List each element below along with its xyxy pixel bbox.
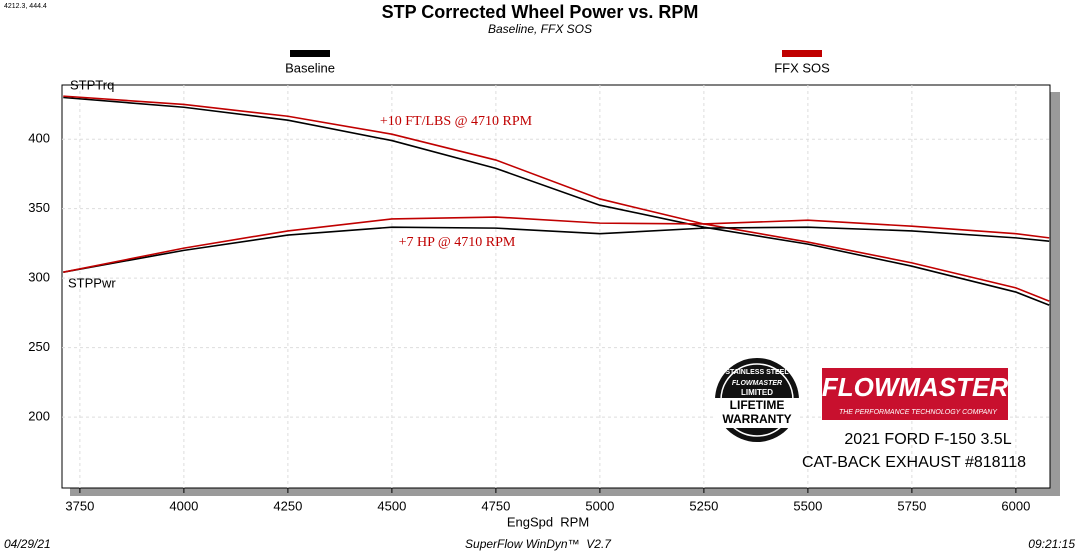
annotation: +10 FT/LBS @ 4710 RPM — [380, 114, 533, 129]
footer-software: SuperFlow WinDyn™ V2.7 — [465, 537, 612, 551]
x-tick-label: 4250 — [273, 498, 302, 513]
x-tick-label: 6000 — [1001, 498, 1030, 513]
chart-title: STP Corrected Wheel Power vs. RPM — [382, 2, 699, 22]
badge-text: LIFETIME — [730, 398, 785, 412]
brand-name: FLOWMASTER — [822, 372, 1009, 402]
y-tick-label: 300 — [28, 270, 50, 285]
y-tick-label: 350 — [28, 200, 50, 215]
curve-label: STPTrq — [70, 77, 114, 92]
y-tick-label: 200 — [28, 409, 50, 424]
x-tick-label: 5000 — [585, 498, 614, 513]
x-tick-label: 5500 — [793, 498, 822, 513]
plot-shadow — [1050, 92, 1060, 496]
y-tick-label: 250 — [28, 339, 50, 354]
product: CAT-BACK EXHAUST #818118 — [802, 454, 1026, 471]
plot-area — [61, 84, 1051, 489]
vehicle: 2021 FORD F-150 3.5L — [844, 431, 1011, 448]
x-tick-label: 4000 — [169, 498, 198, 513]
series-line — [63, 96, 1050, 306]
x-tick-label: 3750 — [65, 498, 94, 513]
legend-label: FFX SOS — [774, 60, 830, 75]
badge-text: FLOWMASTER — [732, 380, 782, 387]
corner-readout: 4212.3, 444.4 — [4, 3, 47, 10]
x-tick-label: 5750 — [897, 498, 926, 513]
badge-text: LIMITED — [741, 388, 773, 397]
footer-time: 09:21:15 — [1028, 537, 1075, 551]
brand-logo — [822, 368, 1008, 420]
curve-label: STPPwr — [68, 275, 116, 290]
x-tick-label: 4500 — [377, 498, 406, 513]
brand-tagline: THE PERFORMANCE TECHNOLOGY COMPANY — [839, 409, 998, 416]
plot-shadow — [70, 488, 1060, 496]
series-line — [63, 216, 1050, 273]
badge-text: STAINLESS STEEL — [725, 369, 789, 376]
warranty-badge: STAINLESS STEEL FLOWMASTER LIMITED LIFET… — [714, 358, 800, 442]
x-tick-label: 4750 — [481, 498, 510, 513]
footer-date: 04/29/21 — [4, 537, 51, 551]
legend-label: Baseline — [285, 60, 335, 75]
chart-subtitle: Baseline, FFX SOS — [488, 22, 592, 36]
annotation: +7 HP @ 4710 RPM — [399, 235, 516, 250]
series-line — [63, 226, 1050, 273]
legend-swatch — [782, 50, 822, 57]
y-tick-label: 400 — [28, 131, 50, 146]
x-axis-label: EngSpd RPM — [507, 514, 589, 529]
x-tick-label: 5250 — [689, 498, 718, 513]
legend-swatch — [290, 50, 330, 57]
series-line — [63, 95, 1050, 302]
badge-band — [714, 398, 800, 428]
badge-text: WARRANTY — [722, 412, 791, 426]
